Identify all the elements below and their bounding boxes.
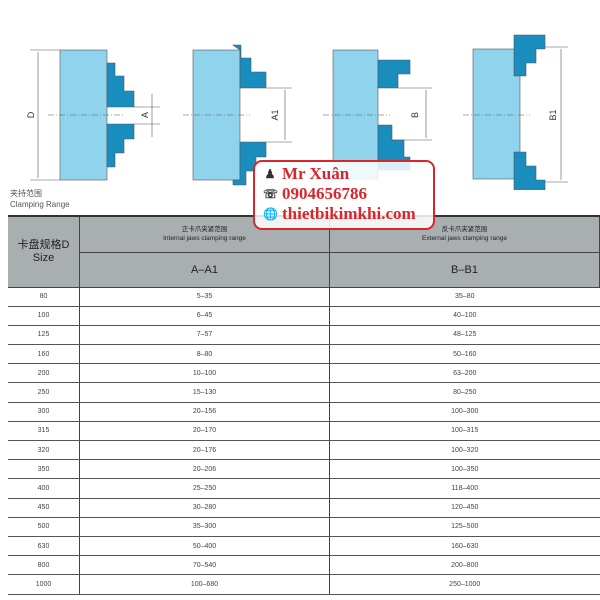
external-range-cell: 250–1000 [329, 574, 600, 595]
table-row: 200 10–100 63–200 [8, 363, 600, 384]
size-cell: 500 [8, 517, 80, 537]
contact-phone: 0904656786 [282, 184, 367, 203]
contact-stamp: ♟ Mr Xuân ☏ 0904656786 🌐 thietbikimkhi.com [253, 160, 435, 230]
clamping-range-table: 卡盘规格D Size 正卡爪夹紧范围 Internal jaws clamping … [8, 215, 600, 595]
size-cell: 100 [8, 306, 80, 326]
external-range-cell: 100–300 [329, 402, 600, 422]
internal-range-cell: 35–300 [79, 517, 330, 537]
size-cell: 315 [8, 421, 80, 442]
external-range-cell: 35–80 [329, 287, 600, 307]
external-range-cell: 100–315 [329, 421, 600, 442]
phone-icon: ☏ [263, 186, 279, 201]
contact-name-line: ♟ Mr Xuân [263, 164, 350, 184]
size-cell: 350 [8, 459, 80, 480]
size-cell: 125 [8, 325, 80, 346]
internal-range-cell: 30–280 [79, 498, 330, 518]
contact-phone-line: ☏ 0904656786 [263, 184, 367, 204]
internal-header-zh: 正卡爪夹紧范围 [181, 226, 228, 234]
external-range-cell: 118–400 [329, 478, 600, 499]
size-header: 卡盘规格D Size [8, 215, 80, 288]
internal-range-cell: 20–170 [79, 421, 330, 442]
table-row: 1000 100–680 250–1000 [8, 574, 600, 595]
person-icon: ♟ [264, 166, 276, 181]
diagram-internal-a1 [183, 44, 292, 186]
size-header-en: Size [32, 251, 55, 264]
caption-zh: 夹持范围 [10, 189, 42, 198]
size-cell: 200 [8, 363, 80, 384]
table-row: 800 70–540 200–800 [8, 555, 600, 576]
external-range-cell: 100–350 [329, 459, 600, 480]
size-cell: 450 [8, 498, 80, 518]
external-header-zh: 反卡爪夹紧范围 [441, 226, 488, 234]
size-cell: 800 [8, 555, 80, 576]
size-cell: 1000 [8, 574, 80, 595]
size-cell: 320 [8, 440, 80, 461]
internal-range-cell: 20–176 [79, 440, 330, 461]
label-b: B [410, 112, 420, 118]
internal-range-cell: 50–400 [79, 536, 330, 557]
internal-range-cell: 10–100 [79, 363, 330, 384]
table-row: 125 7–57 48–125 [8, 325, 600, 346]
diagram-external-b1 [463, 34, 568, 190]
table-row: 80 5–35 35–80 [8, 287, 600, 307]
table-row: 160 8–80 50–160 [8, 344, 600, 365]
external-range-cell: 63–200 [329, 363, 600, 384]
internal-range-cell: 15–130 [79, 382, 330, 403]
internal-range-cell: 6–45 [79, 306, 330, 326]
table-row: 315 20–170 100–315 [8, 421, 600, 442]
internal-code-header: A–A1 [79, 251, 330, 288]
caption-en: Clamping Range [10, 200, 70, 209]
external-range-cell: 50–160 [329, 344, 600, 365]
table-row: 350 20–206 100–350 [8, 459, 600, 480]
external-header-en: External jaws clamping range [422, 235, 507, 243]
table-row: 450 30–280 120–450 [8, 498, 600, 518]
table-row: 630 50–400 160–630 [8, 536, 600, 557]
globe-icon: 🌐 [263, 206, 278, 221]
internal-range-cell: 70–540 [79, 555, 330, 576]
internal-header: 正卡爪夹紧范围 Internal jaws clamping range [79, 215, 330, 253]
label-b1: B1 [548, 109, 558, 120]
contact-website-line: 🌐 thietbikimkhi.com [263, 204, 416, 224]
internal-range-cell: 7–57 [79, 325, 330, 346]
internal-range-cell: 100–680 [79, 574, 330, 595]
internal-range-cell: 20–206 [79, 459, 330, 480]
size-cell: 300 [8, 402, 80, 422]
external-range-cell: 48–125 [329, 325, 600, 346]
contact-website[interactable]: thietbikimkhi.com [282, 204, 416, 223]
external-range-cell: 200–800 [329, 555, 600, 576]
size-cell: 80 [8, 287, 80, 307]
internal-range-cell: 8–80 [79, 344, 330, 365]
size-cell: 630 [8, 536, 80, 557]
size-cell: 250 [8, 382, 80, 403]
table-row: 320 20–176 100–320 [8, 440, 600, 461]
table-row: 100 6–45 40–100 [8, 306, 600, 326]
external-range-cell: 80–250 [329, 382, 600, 403]
internal-range-cell: 25–250 [79, 478, 330, 499]
external-range-cell: 100–320 [329, 440, 600, 461]
size-header-zh: 卡盘规格D [17, 238, 70, 251]
external-range-cell: 120–450 [329, 498, 600, 518]
internal-header-en: Internal jaws clamping range [163, 235, 246, 243]
internal-range-cell: 5–35 [79, 287, 330, 307]
clamping-range-caption: 夹持范围 Clamping Range [10, 188, 70, 210]
table-row: 300 20–156 100–300 [8, 402, 600, 422]
label-a: A [140, 112, 150, 118]
label-a1: A1 [270, 109, 280, 120]
label-d: D [26, 111, 36, 118]
diagram-internal-a [30, 49, 160, 181]
table-row: 400 25–250 118–400 [8, 478, 600, 499]
external-range-cell: 40–100 [329, 306, 600, 326]
contact-name: Mr Xuân [282, 164, 350, 183]
internal-range-cell: 20–156 [79, 402, 330, 422]
external-range-cell: 160–630 [329, 536, 600, 557]
chuck-diagrams: D A A1 B B1 [26, 34, 568, 190]
external-code-header: B–B1 [329, 251, 600, 288]
table-row: 500 35–300 125–500 [8, 517, 600, 537]
external-range-cell: 125–500 [329, 517, 600, 537]
table-row: 250 15–130 80–250 [8, 382, 600, 403]
diagram-external-b [323, 49, 432, 180]
size-cell: 160 [8, 344, 80, 365]
size-cell: 400 [8, 478, 80, 499]
